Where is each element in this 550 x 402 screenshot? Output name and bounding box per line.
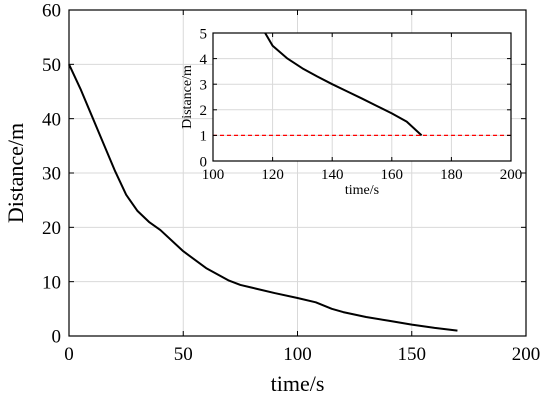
main-x-tick-label: 50 [174, 344, 193, 365]
main-x-axis-title: time/s [271, 371, 325, 396]
main-y-axis-title: Distance/m [3, 123, 28, 223]
main-x-tick-label: 100 [283, 344, 312, 365]
inset-y-tick-label: 2 [200, 103, 208, 119]
main-y-tick-label: 30 [42, 164, 61, 185]
inset-series-0-line [264, 32, 423, 137]
main-x-tick-label: 0 [64, 344, 74, 365]
inset-x-tick-label: 100 [202, 167, 225, 183]
main-x-tick-label: 200 [512, 344, 541, 365]
main-y-tick-label: 0 [52, 327, 62, 348]
inset-x-axis-title: time/s [345, 183, 379, 198]
inset-y-tick-label: 5 [200, 26, 208, 42]
inset-plot-area [213, 33, 511, 161]
main-y-tick-label: 40 [42, 109, 61, 130]
inset-x-tick-label: 120 [261, 167, 284, 183]
inset-y-axis-title: Distance/m [180, 65, 195, 129]
inset-x-tick-label: 160 [381, 167, 404, 183]
inset-axes-frame [212, 32, 512, 162]
inset-y-tick-label: 0 [200, 154, 208, 170]
inset-y-tick-label: 1 [200, 129, 208, 145]
inset-x-tick-label: 180 [440, 167, 463, 183]
inset-y-tick-label: 4 [200, 52, 208, 68]
main-x-tick-label: 150 [398, 344, 427, 365]
main-series-0-line [68, 63, 458, 332]
main-y-tick-label: 20 [42, 218, 61, 239]
main-y-tick-label: 60 [42, 1, 61, 22]
inset-x-tick-label: 140 [321, 167, 344, 183]
inset-x-tick-label: 200 [500, 167, 523, 183]
main-y-tick-label: 50 [42, 55, 61, 76]
inset-y-tick-label: 3 [200, 77, 208, 93]
inset-plot: 100 120 140 160 180 200 0 1 2 3 4 5 time/s Distance/m [180, 26, 522, 198]
main-y-tick-label: 10 [42, 272, 61, 293]
